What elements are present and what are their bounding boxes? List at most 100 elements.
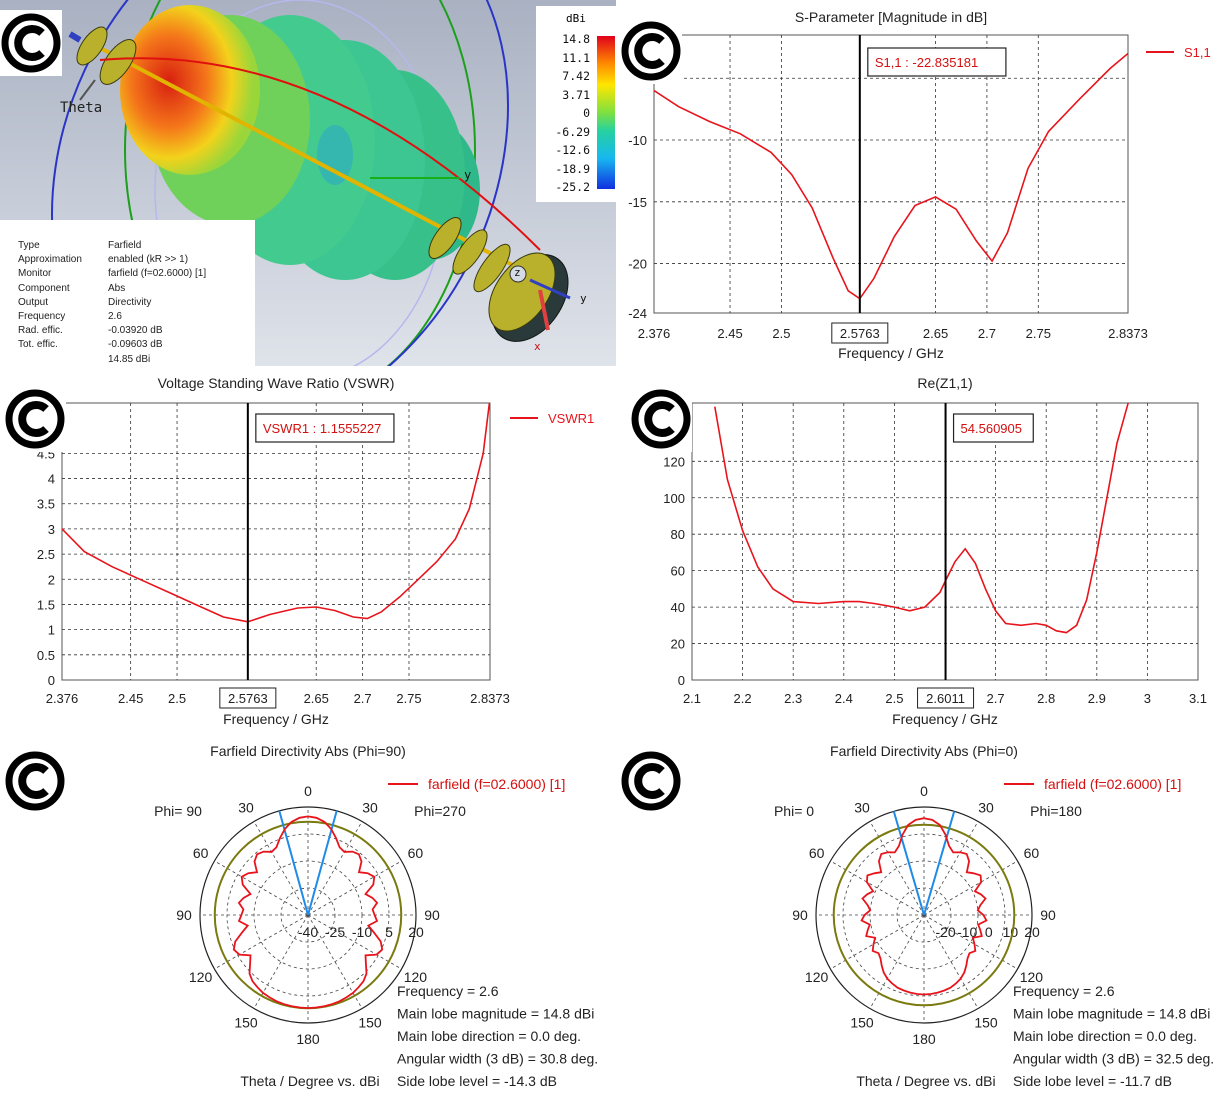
- reference-circle: [832, 823, 1016, 1007]
- copyright-logo: [0, 10, 62, 76]
- angle-tick-label: 60: [809, 845, 825, 861]
- radial-tick-label: -10: [352, 924, 372, 940]
- annotation-text: Side lobe level = -14.3 dB: [397, 1073, 557, 1089]
- y-tick-label: 1: [48, 623, 55, 638]
- pattern-line: [860, 817, 988, 996]
- colorbar-tick-label: 3.71: [562, 87, 590, 102]
- x-tick-label: 2.5: [772, 326, 790, 341]
- x-tick-label: 2.376: [638, 326, 671, 341]
- grid-spoke: [214, 860, 309, 916]
- y-tick-label: 4: [48, 472, 55, 487]
- x-axis-label: Frequency / GHz: [223, 711, 329, 727]
- annotation-text: Main lobe direction = 0.0 deg.: [1013, 1028, 1197, 1044]
- grid-spoke: [307, 914, 402, 970]
- copyright-logo: [620, 748, 682, 814]
- pattern-line: [232, 815, 384, 1010]
- colorbar-tick-label: -25.2: [555, 180, 590, 194]
- y-tick-label: -15: [628, 195, 647, 210]
- y-tick-label: 0: [48, 673, 55, 688]
- x-tick-label: 2.6011: [926, 691, 965, 706]
- angle-tick-label: 180: [296, 1031, 320, 1047]
- y-tick-label: -10: [628, 133, 647, 148]
- radial-tick-label: 0: [985, 924, 993, 940]
- beamwidth-line: [892, 811, 925, 916]
- info-value: enabled (kR >> 1): [108, 254, 189, 266]
- colorbar-gradient: [597, 36, 615, 189]
- x-tick-label: 2.75: [1026, 326, 1051, 341]
- info-key: Frequency: [18, 311, 66, 322]
- series-line: [714, 403, 1129, 634]
- copyright-logo: [630, 386, 692, 452]
- vswr-chart: Voltage Standing Wave Ratio (VSWR) 0 0.5 1 1…: [0, 366, 616, 732]
- polar-frame: [199, 806, 417, 1024]
- series-line: [654, 52, 1128, 300]
- radial-tick-label: 10: [1003, 924, 1019, 940]
- chart-title: Voltage Standing Wave Ratio (VSWR): [158, 375, 395, 391]
- info-value: 14.85 dBi: [108, 353, 151, 365]
- right-phi-label: Phi=180: [1030, 803, 1082, 819]
- marker-x-box: [219, 687, 277, 709]
- x-tick-label: 2.7: [354, 691, 372, 706]
- angle-tick-label: 60: [193, 845, 209, 861]
- plot-frame: [61, 402, 491, 681]
- info-key: Tot. effic.: [18, 339, 58, 351]
- annotation-text: Angular width (3 dB) = 32.5 deg.: [1013, 1051, 1214, 1067]
- y-tick-label: 0: [678, 673, 685, 688]
- angle-tick-label: 90: [424, 907, 440, 923]
- info-value: -0.09603 dB: [108, 339, 163, 351]
- grid-spoke: [923, 914, 1018, 970]
- angle-tick-label: 120: [805, 969, 829, 985]
- info-value: Abs: [108, 282, 126, 294]
- y-tick-label: 20: [671, 637, 685, 652]
- x-tick-label: 2.45: [717, 326, 742, 341]
- x-tick-label: 2.376: [46, 691, 79, 706]
- x-tick-label: 2.65: [304, 691, 329, 706]
- y-tick-label: 1.5: [37, 597, 55, 612]
- colorbar-tick-label: 14.8: [562, 32, 590, 46]
- y-tick-label: 120: [663, 454, 685, 469]
- angle-tick-label: 120: [1020, 969, 1044, 985]
- marker-box: [255, 413, 395, 443]
- colorbar-unit: dBi: [566, 12, 586, 25]
- grid-spoke: [923, 860, 1018, 916]
- y-tick-label: -20: [628, 257, 647, 272]
- z-axis-label: z: [514, 266, 521, 279]
- farfield-info-table: Type Farfield Approximation enabled (kR >> …: [0, 220, 255, 366]
- beamwidth-line: [923, 811, 956, 916]
- x-tick-label: 2.5: [168, 691, 186, 706]
- copyright-logo: [4, 748, 66, 814]
- chart-title: Farfield Directivity Abs (Phi=0): [830, 743, 1018, 759]
- y-tick-label: 40: [671, 600, 685, 615]
- x-tick-label: 3.1: [1189, 691, 1207, 706]
- chart-title: S-Parameter [Magnitude in dB]: [795, 9, 987, 25]
- angle-tick-label: 60: [408, 845, 424, 861]
- antenna-elements: [76, 26, 569, 342]
- info-value: Directivity: [108, 296, 152, 308]
- x-tick-label: 2.9: [1088, 691, 1106, 706]
- info-value: farfield (f=02.6000) [1]: [108, 268, 207, 280]
- s-parameter-chart: S-Parameter [Magnitude in dB]-5-10-15-20…: [616, 0, 1232, 366]
- info-key: Component: [18, 282, 70, 294]
- legend-label: farfield (f=02.6000) [1]: [428, 776, 565, 792]
- colorbar-tick-label: 7.42: [562, 69, 590, 83]
- angle-tick-label: 30: [978, 800, 994, 816]
- info-key: Output: [18, 296, 49, 308]
- farfield-3d-panel: Theta y z y x dBi 14.8 11.1 7.42 3.71 0 -6.29…: [0, 0, 616, 366]
- angle-tick-label: 150: [234, 1014, 258, 1030]
- angle-tick-label: 150: [974, 1014, 998, 1030]
- x-tick-label: 2.5763: [840, 326, 880, 341]
- radial-tick-label: 20: [1024, 924, 1040, 940]
- copyright-logo: [620, 18, 682, 84]
- x-tick-label: 3: [1144, 691, 1151, 706]
- grid-spoke: [307, 860, 402, 916]
- marker-label: VSWR1 : 1.1555227: [263, 421, 382, 436]
- impedance-chart: Re(Z1,1) 0 20 40 60 80 100 120 2.1 2.2 2.3 2.4 2.5 2.…: [616, 366, 1232, 732]
- radial-tick-label: -10: [957, 924, 977, 940]
- y-axis-label: y: [464, 168, 472, 182]
- y-tick-label: 80: [671, 527, 685, 542]
- angle-tick-label: 0: [920, 783, 928, 799]
- colorbar-tick-label: -12.6: [555, 143, 590, 157]
- polar-frame: [815, 806, 1033, 1024]
- x-tick-label: 2.5763: [228, 691, 268, 706]
- y-tick-label: 0.5: [37, 648, 55, 663]
